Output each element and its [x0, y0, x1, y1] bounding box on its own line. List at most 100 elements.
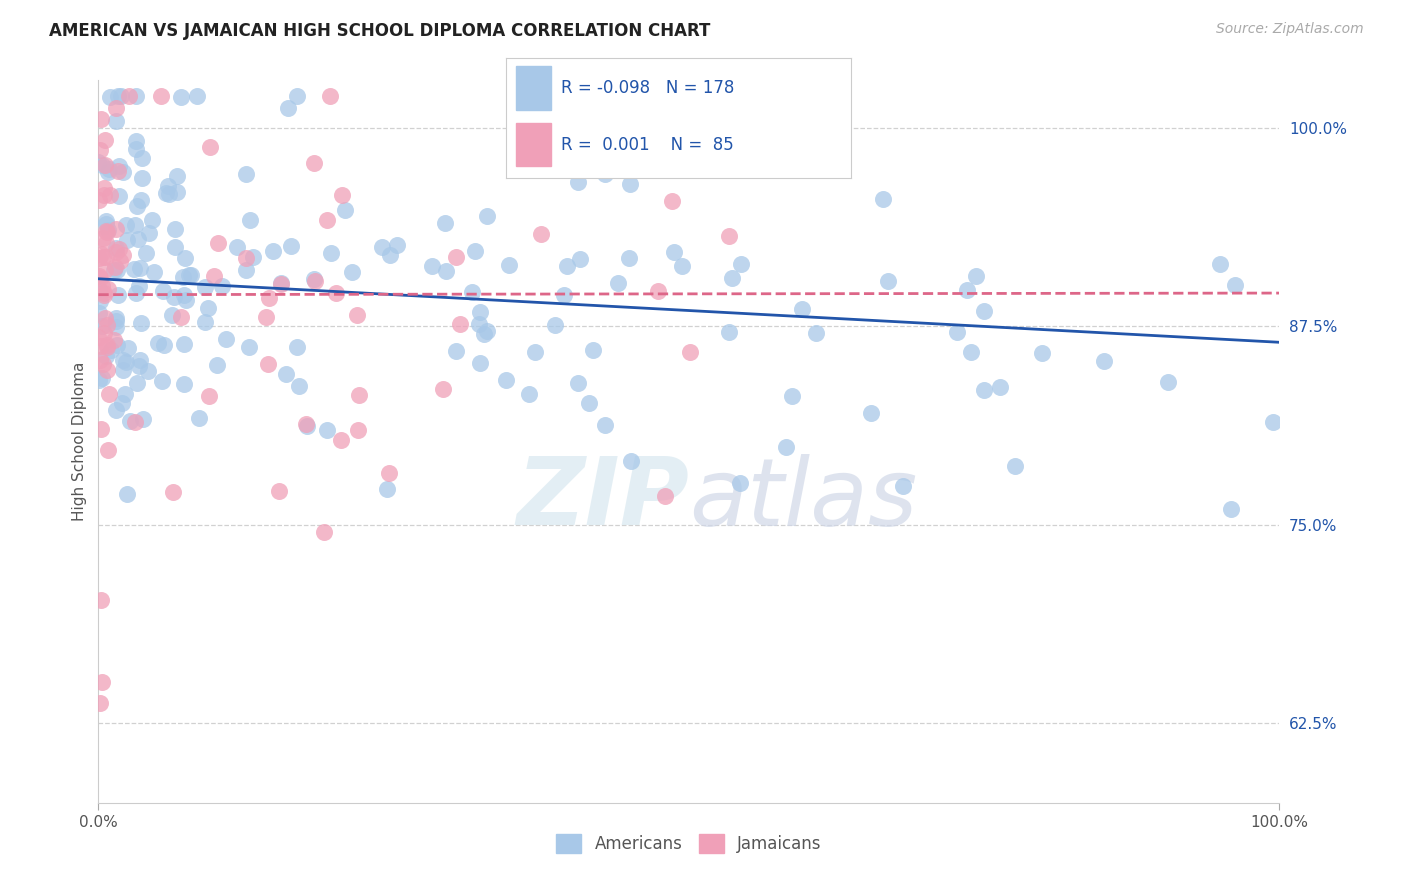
- Point: [96, 225, 118, 239]
- Point: [517, 387, 540, 401]
- Point: [141, 213, 163, 227]
- Point: [287, 379, 309, 393]
- Point: [104, 403, 127, 417]
- Point: [110, 89, 132, 103]
- Point: [782, 389, 804, 403]
- Point: [97, 223, 120, 237]
- Point: [105, 114, 128, 128]
- Point: [988, 380, 1011, 394]
- Point: [97, 443, 120, 458]
- Point: [468, 356, 491, 370]
- Point: [475, 324, 498, 338]
- Point: [876, 274, 898, 288]
- Point: [112, 164, 135, 178]
- Point: [172, 269, 194, 284]
- Point: [316, 423, 339, 437]
- Point: [125, 376, 148, 391]
- Point: [619, 251, 641, 265]
- Point: [129, 260, 152, 275]
- Point: [619, 177, 641, 191]
- Point: [127, 232, 149, 246]
- Point: [163, 222, 186, 236]
- Point: [1004, 458, 1026, 473]
- Point: [578, 395, 600, 409]
- Point: [277, 101, 299, 115]
- Point: [93, 288, 115, 302]
- Point: [792, 302, 814, 317]
- Text: AMERICAN VS JAMAICAN HIGH SCHOOL DIPLOMA CORRELATION CHART: AMERICAN VS JAMAICAN HIGH SCHOOL DIPLOMA…: [49, 22, 710, 40]
- Legend: Americans, Jamaicans: Americans, Jamaicans: [550, 827, 828, 860]
- Point: [129, 353, 152, 368]
- Point: [111, 363, 134, 377]
- Point: [94, 158, 117, 172]
- Point: [371, 240, 394, 254]
- Point: [472, 327, 495, 342]
- Point: [475, 209, 498, 223]
- Point: [108, 242, 131, 256]
- Point: [138, 226, 160, 240]
- Point: [211, 279, 233, 293]
- Point: [347, 423, 370, 437]
- Point: [157, 186, 180, 201]
- Point: [115, 233, 138, 247]
- Point: [170, 310, 193, 324]
- Point: [432, 382, 454, 396]
- Point: [468, 317, 491, 331]
- Point: [105, 101, 128, 115]
- Point: [94, 311, 117, 326]
- Point: [197, 301, 219, 315]
- Point: [87, 282, 110, 296]
- Point: [125, 89, 148, 103]
- Point: [96, 338, 118, 352]
- Point: [1156, 375, 1178, 389]
- Point: [105, 241, 128, 255]
- Point: [495, 373, 517, 387]
- Point: [319, 245, 342, 260]
- Point: [124, 134, 146, 148]
- Point: [242, 250, 264, 264]
- Point: [129, 316, 152, 330]
- Point: [97, 165, 120, 179]
- Point: [152, 338, 174, 352]
- Point: [270, 276, 292, 290]
- Text: atlas: atlas: [689, 454, 917, 545]
- Point: [205, 358, 228, 372]
- Point: [91, 357, 114, 371]
- Point: [717, 228, 740, 243]
- Point: [87, 269, 110, 284]
- Point: [108, 188, 131, 202]
- Point: [555, 259, 578, 273]
- Point: [112, 353, 135, 368]
- Point: [94, 224, 117, 238]
- Point: [347, 388, 370, 402]
- Point: [131, 151, 153, 165]
- Point: [166, 185, 188, 199]
- Point: [671, 259, 693, 273]
- Point: [315, 212, 337, 227]
- Point: [434, 264, 457, 278]
- Point: [104, 244, 127, 259]
- Point: [187, 410, 209, 425]
- Point: [125, 286, 148, 301]
- Point: [131, 194, 153, 208]
- Point: [131, 412, 153, 426]
- Point: [444, 250, 467, 264]
- Point: [118, 89, 141, 103]
- Point: [105, 221, 128, 235]
- Point: [226, 240, 249, 254]
- Point: [544, 318, 567, 332]
- Point: [160, 308, 183, 322]
- Point: [194, 315, 217, 329]
- Point: [163, 289, 186, 303]
- Point: [567, 175, 589, 189]
- Point: [257, 291, 280, 305]
- Point: [146, 335, 169, 350]
- Point: [294, 417, 316, 432]
- Point: [90, 247, 112, 261]
- Point: [806, 326, 828, 341]
- Point: [285, 340, 308, 354]
- Bar: [516, 123, 551, 166]
- Point: [312, 525, 335, 540]
- Point: [96, 250, 118, 264]
- Point: [973, 383, 995, 397]
